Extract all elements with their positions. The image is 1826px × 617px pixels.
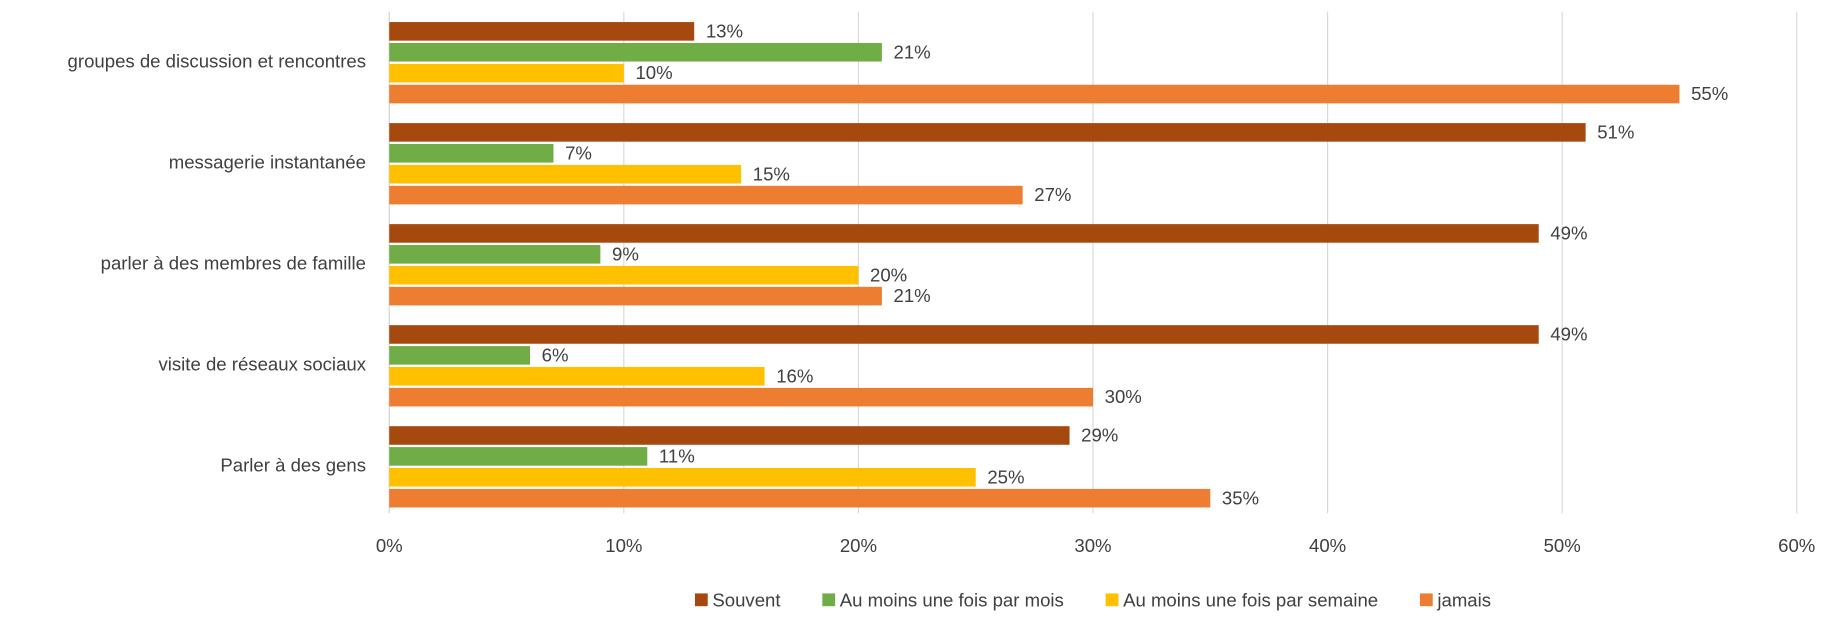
legend-label: jamais (1436, 589, 1491, 610)
x-tick-label: 10% (605, 535, 642, 556)
bar (389, 63, 624, 83)
data-label: 13% (706, 20, 743, 41)
y-tick-label: Parler à des gens (220, 455, 366, 476)
data-label: 15% (753, 163, 790, 184)
legend-swatch (694, 593, 708, 607)
data-label: 16% (776, 365, 813, 386)
bar (389, 447, 648, 466)
x-tick-label: 50% (1544, 535, 1581, 556)
data-label: 25% (987, 466, 1024, 487)
y-tick-label: parler à des membres de famille (101, 253, 366, 274)
bar (389, 468, 976, 487)
data-label: 11% (659, 445, 695, 466)
data-label: 10% (635, 62, 672, 83)
bar (389, 488, 1211, 508)
bar (389, 286, 882, 306)
data-label: 6% (542, 344, 569, 365)
data-label: 35% (1222, 487, 1259, 508)
legend-swatch (822, 593, 836, 607)
bar (389, 265, 859, 285)
bar (389, 42, 882, 62)
bar (389, 224, 1539, 243)
data-label: 21% (893, 285, 930, 306)
bar (389, 366, 765, 386)
bar (389, 245, 601, 264)
y-tick-label: visite de réseaux sociaux (158, 354, 366, 375)
data-label: 20% (870, 264, 907, 285)
bar (389, 123, 1586, 142)
bar (389, 346, 531, 365)
legend-label: Souvent (712, 589, 781, 610)
bar (389, 185, 1023, 205)
x-tick-label: 20% (840, 535, 877, 556)
data-label: 49% (1550, 222, 1587, 243)
y-tick-label: groupes de discussion et rencontres (68, 51, 366, 72)
bar (389, 426, 1070, 445)
legend-label: Au moins une fois par mois (840, 589, 1064, 610)
legend-label: Au moins une fois par semaine (1123, 589, 1378, 610)
x-tick-label: 0% (376, 535, 403, 556)
y-tick-label: messagerie instantanée (169, 152, 366, 173)
data-label: 51% (1597, 121, 1634, 142)
x-tick-label: 30% (1074, 535, 1111, 556)
bar (389, 22, 695, 41)
legend-swatch (1419, 593, 1433, 607)
x-tick-label: 60% (1778, 535, 1815, 556)
bar (389, 325, 1539, 344)
data-label: 7% (565, 142, 592, 163)
data-label: 21% (893, 41, 930, 62)
bar (389, 387, 1093, 407)
bar (389, 164, 742, 184)
data-label: 9% (612, 243, 639, 264)
data-label: 27% (1034, 184, 1071, 205)
data-label: 55% (1691, 83, 1728, 104)
legend-swatch (1105, 593, 1119, 607)
bar (389, 144, 554, 163)
data-label: 29% (1081, 425, 1118, 446)
bar (389, 84, 1680, 104)
data-label: 30% (1105, 386, 1142, 407)
x-tick-label: 40% (1309, 535, 1346, 556)
data-label: 49% (1550, 324, 1587, 345)
